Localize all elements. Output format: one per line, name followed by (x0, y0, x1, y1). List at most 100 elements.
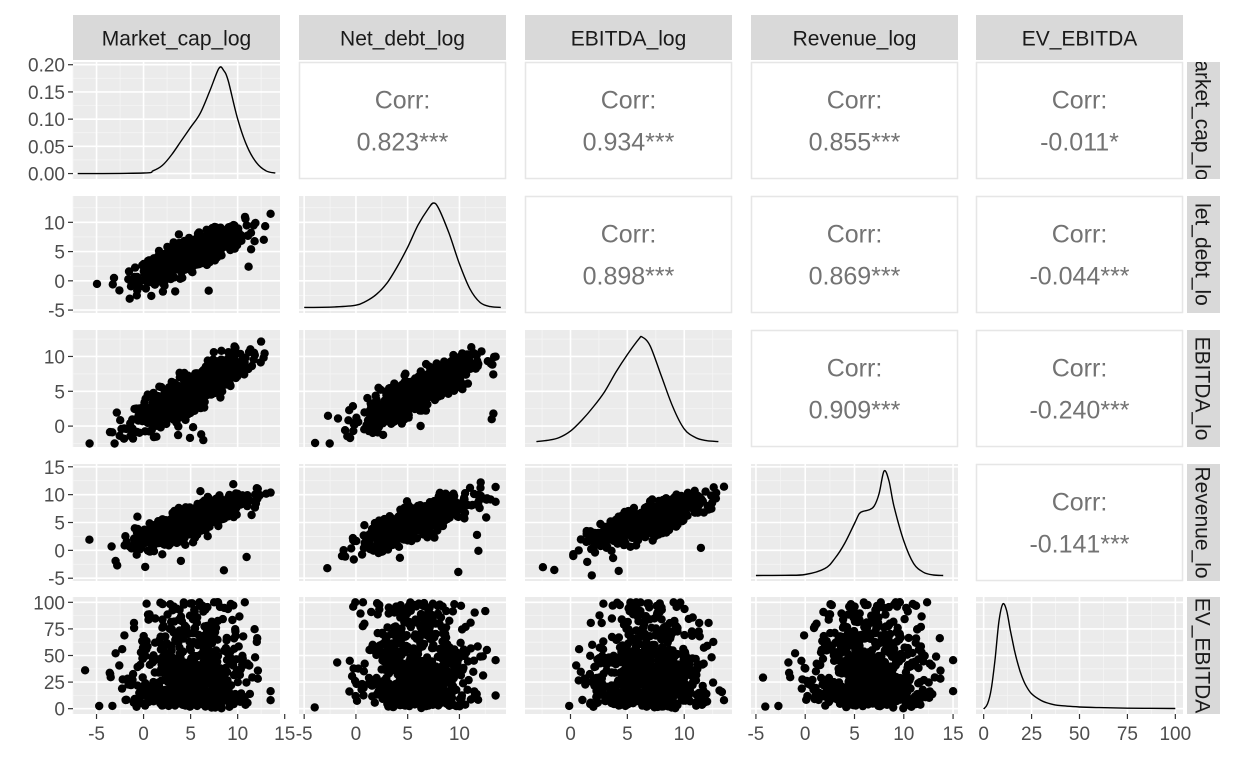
scatter-point (186, 646, 195, 655)
scatter-point (407, 396, 416, 405)
scatter-point (491, 482, 500, 492)
scatter-point (486, 359, 495, 368)
scatter-point (175, 368, 184, 377)
scatter-point (226, 599, 235, 609)
scatter-point (122, 537, 131, 546)
scatter-point (360, 521, 369, 530)
scatter-point (160, 528, 169, 537)
corr-label-0-2: Corr: (601, 87, 657, 115)
scatter-point (176, 515, 185, 524)
corr-panel-0-2 (524, 61, 733, 180)
scatter-point (417, 374, 427, 384)
scatter-point (138, 539, 147, 549)
scatter-point (188, 653, 197, 662)
scatter-point (229, 634, 239, 643)
scatter-point (238, 651, 247, 660)
scatter-point (242, 221, 251, 230)
scatter-point (111, 649, 120, 658)
scatter-point (186, 530, 196, 539)
scatter-point (221, 663, 230, 673)
scatter-point (215, 694, 224, 704)
scatter-point (195, 598, 204, 607)
row-strip-1 (1187, 196, 1220, 313)
scatter-point (149, 388, 158, 398)
scatter-point (239, 354, 249, 363)
scatter-point (160, 409, 169, 419)
scatter-point (719, 482, 729, 491)
scatter-point (124, 267, 134, 276)
scatter-point (216, 355, 226, 364)
scatter-point (239, 693, 248, 702)
scatter-point (253, 674, 262, 683)
scatter-outlier (454, 567, 463, 577)
scatter-point (108, 701, 117, 711)
scatter-outlier (378, 430, 388, 440)
scatter-point (147, 540, 157, 549)
scatter-point (155, 382, 164, 391)
scatter-point (231, 691, 240, 701)
scatter-point (693, 508, 702, 517)
scatter-point (249, 221, 258, 230)
corr-value-2-4: -0.240*** (1029, 397, 1129, 425)
scatter-point (404, 405, 414, 414)
scatter-point (385, 383, 395, 393)
scatter-point (107, 542, 116, 551)
scatter-point (250, 653, 260, 662)
scatter-point (183, 661, 192, 670)
corr-label-2-4: Corr: (1052, 355, 1108, 383)
column-strip-0 (73, 15, 280, 60)
scatter-point (230, 508, 240, 517)
scatter-point (142, 599, 151, 608)
scatter-point (574, 546, 583, 555)
scatter-point (212, 384, 221, 393)
scatter-point (186, 519, 196, 529)
scatter-point (266, 696, 275, 705)
scatter-point (129, 623, 139, 633)
scatter-point (108, 280, 118, 289)
scatter-point (489, 352, 499, 362)
scatter-point (253, 490, 262, 499)
scatter-outlier (472, 530, 482, 540)
scatter-point (651, 503, 661, 513)
scatter-point (203, 390, 212, 400)
scatter-point (253, 634, 262, 643)
scatter-point (376, 385, 385, 394)
corr-value-0-2: 0.934*** (583, 129, 675, 157)
scatter-point (180, 621, 190, 630)
scatter-point (251, 499, 261, 508)
scatter-point (585, 536, 594, 546)
scatter-point (182, 250, 191, 259)
scatter-point (325, 439, 334, 448)
scatter-point (344, 416, 353, 425)
corr-panel-1-4 (975, 195, 1184, 314)
scatter-point (477, 347, 486, 356)
scatter-point (178, 647, 188, 656)
corr-panel-1-3 (750, 195, 959, 314)
scatter-point (364, 426, 374, 436)
scatter-point (432, 390, 441, 399)
scatter-point (707, 491, 716, 500)
scatter-point (115, 431, 124, 440)
row-strip-2 (1187, 330, 1220, 447)
scatter-point (357, 550, 367, 559)
scatter-point (408, 531, 417, 540)
scatter-point (213, 598, 223, 607)
scatter-point (125, 294, 134, 303)
scatter-point (366, 545, 375, 554)
scatter-outlier (323, 564, 332, 573)
scatter-point (196, 502, 206, 511)
column-strip-4 (976, 15, 1183, 60)
scatter-point (266, 488, 275, 497)
scatter-point (393, 415, 402, 425)
scatter-point (156, 397, 165, 406)
scatter-point (110, 439, 119, 448)
scatter-panel-1-0 (92, 209, 275, 303)
scatter-point (246, 245, 256, 254)
column-strip-label-1: Net_debt_log (340, 28, 465, 51)
scatter-point (597, 528, 606, 537)
scatter-point (587, 544, 596, 554)
scatter-point (266, 209, 275, 218)
column-strip-label-2: EBITDA_log (571, 28, 687, 51)
scatter-point (115, 286, 124, 295)
